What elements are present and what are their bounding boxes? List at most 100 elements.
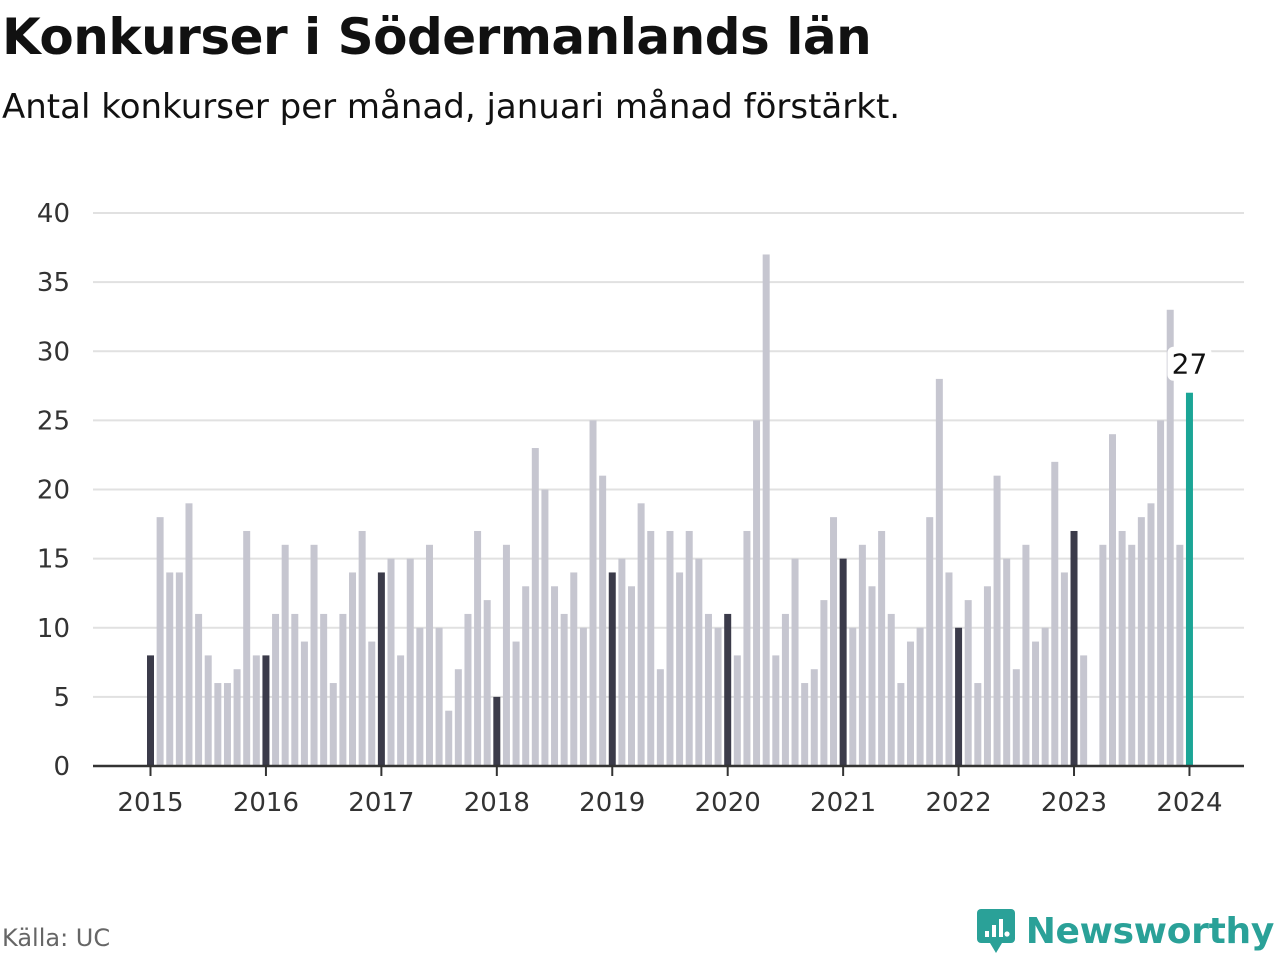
bar bbox=[329, 683, 337, 766]
bar bbox=[1099, 544, 1107, 766]
bar bbox=[1032, 641, 1040, 766]
bar bbox=[368, 641, 376, 766]
bar bbox=[983, 586, 991, 766]
bar bbox=[791, 558, 799, 766]
source-note: Källa: UC bbox=[2, 924, 111, 952]
january-bar bbox=[724, 613, 732, 766]
bar bbox=[204, 655, 212, 766]
bar bbox=[1003, 558, 1011, 766]
bar bbox=[1080, 655, 1088, 766]
bar bbox=[445, 710, 453, 766]
bar bbox=[762, 254, 770, 766]
y-tick-label: 25 bbox=[37, 406, 70, 436]
bar bbox=[993, 475, 1001, 766]
january-bar bbox=[493, 696, 501, 766]
bar bbox=[579, 627, 587, 766]
y-tick-label: 35 bbox=[37, 268, 70, 298]
x-tick-label: 2018 bbox=[464, 788, 530, 818]
bar bbox=[878, 530, 886, 766]
bar bbox=[570, 572, 578, 766]
x-tick-label: 2023 bbox=[1041, 788, 1107, 818]
bar bbox=[195, 613, 203, 766]
bar bbox=[464, 613, 472, 766]
y-tick-label: 30 bbox=[37, 337, 70, 367]
bar bbox=[743, 530, 751, 766]
bar bbox=[166, 572, 174, 766]
january-bar bbox=[262, 655, 270, 766]
bar bbox=[1137, 517, 1145, 766]
bar bbox=[310, 544, 318, 766]
bar bbox=[695, 558, 703, 766]
bar bbox=[1109, 434, 1116, 766]
y-tick-label: 0 bbox=[53, 752, 70, 782]
chart-title: Konkurser i Södermanlands län bbox=[2, 8, 872, 66]
y-tick-label: 10 bbox=[37, 614, 70, 644]
bar bbox=[830, 517, 838, 766]
bar bbox=[733, 655, 741, 766]
bar bbox=[599, 475, 607, 766]
bar bbox=[291, 613, 299, 766]
bar bbox=[175, 572, 183, 766]
bar bbox=[753, 420, 761, 766]
bar bbox=[483, 600, 491, 766]
bar bbox=[1176, 544, 1184, 766]
bar bbox=[1157, 420, 1165, 766]
x-tick-label: 2024 bbox=[1156, 788, 1222, 818]
bar bbox=[281, 544, 289, 766]
bar bbox=[233, 669, 241, 766]
bar bbox=[704, 613, 712, 766]
january-bar bbox=[377, 572, 385, 766]
bar bbox=[897, 683, 905, 766]
bar bbox=[1051, 461, 1059, 766]
january-bar bbox=[839, 558, 847, 766]
bar bbox=[223, 683, 231, 766]
bar bbox=[425, 544, 433, 766]
bar bbox=[531, 448, 539, 766]
bar bbox=[502, 544, 510, 766]
bar bbox=[358, 530, 366, 766]
bar bbox=[1012, 669, 1020, 766]
chart-subtitle: Antal konkurser per månad, januari månad… bbox=[2, 87, 901, 127]
bar bbox=[397, 655, 405, 766]
bar bbox=[685, 530, 693, 766]
january-bar bbox=[147, 655, 154, 766]
y-tick-label: 40 bbox=[37, 199, 70, 229]
bar bbox=[252, 655, 260, 766]
x-tick-label: 2019 bbox=[579, 788, 645, 818]
x-tick-label: 2017 bbox=[348, 788, 414, 818]
x-tick-label: 2022 bbox=[925, 788, 991, 818]
bar bbox=[339, 613, 347, 766]
x-tick-label: 2016 bbox=[233, 788, 299, 818]
bar bbox=[637, 503, 645, 766]
bar bbox=[156, 517, 164, 766]
newsworthy-logo-icon bbox=[976, 909, 1015, 953]
bar bbox=[1022, 544, 1030, 766]
bar bbox=[214, 683, 222, 766]
bar bbox=[714, 627, 722, 766]
bar bbox=[628, 586, 635, 766]
bar bbox=[916, 627, 924, 766]
bar bbox=[964, 600, 972, 766]
x-tick-label: 2020 bbox=[695, 788, 761, 818]
bar bbox=[945, 572, 953, 766]
newsworthy-logo: Newsworthy bbox=[976, 908, 1274, 954]
bar bbox=[906, 641, 914, 766]
bar bbox=[666, 530, 674, 766]
bar-chart: 0 5 10 15 20 25 30 35 40 2015 2016 2017 2018 2019 2020… bbox=[37, 199, 1244, 818]
bar bbox=[349, 572, 357, 766]
bar bbox=[589, 420, 597, 766]
bar bbox=[1041, 627, 1049, 766]
bar bbox=[810, 669, 818, 766]
bar bbox=[560, 613, 568, 766]
bar bbox=[935, 378, 943, 766]
bar bbox=[820, 600, 828, 766]
newsworthy-logo-text: Newsworthy bbox=[1025, 910, 1275, 952]
bar bbox=[435, 627, 443, 766]
bar bbox=[1118, 530, 1126, 766]
bar bbox=[185, 503, 193, 766]
bar bbox=[887, 613, 895, 766]
bar bbox=[618, 558, 626, 766]
bar bbox=[406, 558, 414, 766]
bar bbox=[416, 627, 424, 766]
january-bar bbox=[955, 627, 963, 766]
